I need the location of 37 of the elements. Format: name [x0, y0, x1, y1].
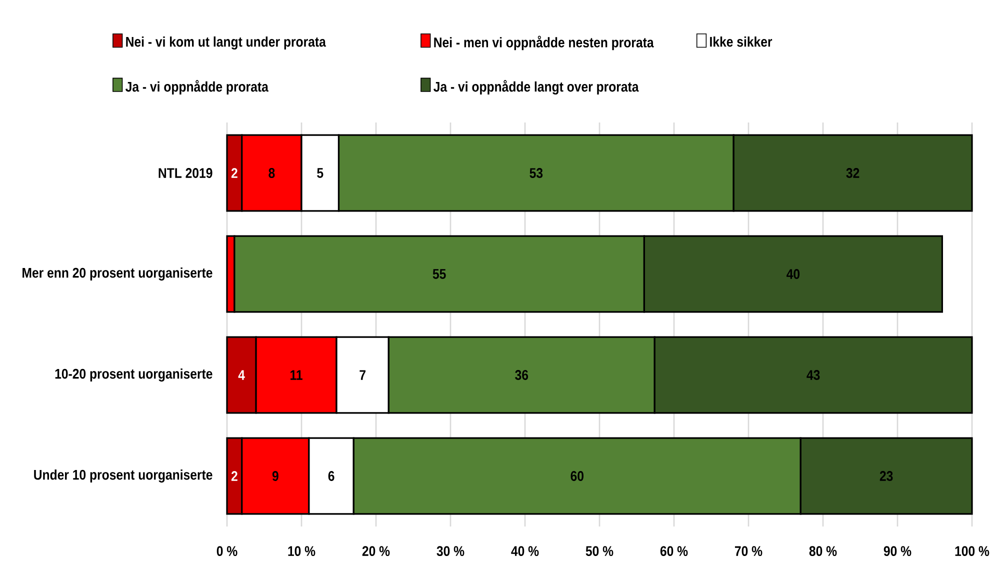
legend-label: Ja - vi oppnådde prorata [126, 80, 268, 94]
x-tick-label: 80 % [809, 546, 837, 556]
legend-label: Ja - vi oppnådde langt over prorata [434, 80, 639, 95]
data-label: 9 [272, 471, 278, 481]
data-label: 40 [786, 269, 800, 279]
data-label: 32 [846, 168, 860, 178]
data-label: 60 [570, 471, 584, 481]
x-tick-label: 10 % [288, 546, 316, 556]
x-tick-label: 20 % [362, 546, 390, 556]
x-tick-label: 0 % [216, 546, 238, 556]
data-label: 6 [328, 471, 334, 481]
data-label: 11 [290, 370, 302, 380]
legend-label: Nei - vi kom ut langt under prorata [126, 36, 326, 50]
x-tick-label: 70 % [734, 546, 762, 556]
legend-label: Nei - men vi oppnådde nesten prorata [434, 36, 654, 50]
data-label: 23 [880, 471, 893, 481]
y-tick-label: 10-20 prosent uorganiserte [55, 368, 212, 382]
data-label: 8 [268, 168, 275, 178]
x-tick-label: 90 % [884, 546, 912, 556]
x-tick-label: 30 % [436, 546, 464, 556]
y-tick-label: Mer enn 20 prosent uorganiserte [22, 267, 212, 281]
data-label: 5 [317, 168, 324, 178]
data-label: 53 [530, 168, 543, 178]
y-tick-label: NTL 2019 [158, 168, 212, 178]
data-label: 4 [238, 370, 245, 380]
x-tick-label: 40 % [511, 546, 539, 556]
data-label: 2 [231, 471, 238, 481]
data-label: 43 [806, 370, 820, 380]
x-tick-label: 100 % [955, 546, 990, 556]
data-label: 2 [231, 168, 238, 178]
data-label: 36 [515, 370, 528, 380]
data-label: 55 [432, 269, 446, 279]
x-tick-label: 60 % [660, 546, 688, 556]
y-tick-label: Under 10 prosent uorganiserte [34, 469, 212, 483]
data-label: 7 [360, 370, 366, 380]
legend-label: Ikke sikker [710, 36, 772, 47]
x-tick-label: 50 % [586, 546, 614, 556]
